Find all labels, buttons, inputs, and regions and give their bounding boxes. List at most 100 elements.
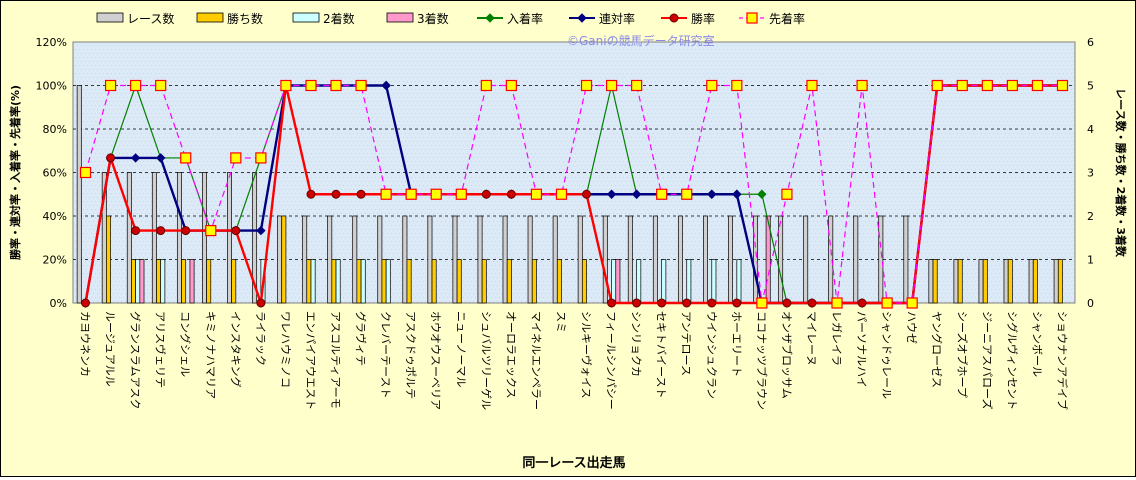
point-6-22 bbox=[632, 298, 642, 308]
bar-1-17 bbox=[506, 259, 512, 304]
point-6-17 bbox=[506, 189, 516, 199]
point-7-39 bbox=[1056, 79, 1069, 92]
legend-label-7: 先着率 bbox=[769, 11, 805, 26]
point-7-10 bbox=[330, 79, 342, 92]
x-tick-group: シャンボール bbox=[1030, 311, 1043, 377]
x-tick-label: スミ bbox=[554, 311, 567, 333]
bar-1-9 bbox=[306, 259, 312, 304]
point-5-2 bbox=[130, 153, 141, 163]
x-tick-group: グラヴィテ bbox=[354, 311, 368, 366]
line-7 bbox=[84, 84, 1063, 304]
point-6-23 bbox=[657, 298, 667, 308]
bar-0-9 bbox=[302, 215, 308, 304]
x-tick-group: シルキーヴォイス bbox=[580, 311, 594, 399]
bar-0-11 bbox=[352, 215, 358, 304]
legend-label-2: 2着数 bbox=[323, 11, 355, 26]
point-7-22 bbox=[631, 79, 643, 92]
x-tick-label: アスクドゥポルテ bbox=[404, 311, 417, 399]
x-tick-label: ウインシュクラン bbox=[705, 311, 718, 399]
legend-label-6: 勝率 bbox=[691, 11, 715, 26]
x-tick-group: シャンドゥレール bbox=[880, 311, 893, 399]
bar-0-3 bbox=[151, 172, 157, 304]
bar-1-12 bbox=[381, 259, 387, 304]
point-7-31 bbox=[856, 79, 868, 92]
bar-0-20 bbox=[577, 215, 583, 304]
y-tick-label-left: 80% bbox=[43, 123, 67, 136]
bar-0-24 bbox=[677, 215, 683, 304]
point-7-1 bbox=[104, 79, 117, 92]
x-tick-label: マイネルエンペラー bbox=[529, 311, 542, 410]
point-7-35 bbox=[956, 79, 968, 92]
point-5-26 bbox=[732, 189, 742, 199]
bar-2-2 bbox=[135, 259, 141, 304]
x-tick-group: ハウゼ bbox=[905, 311, 918, 344]
x-tick-label: コングシェル bbox=[179, 311, 193, 377]
point-7-5 bbox=[205, 224, 217, 237]
y-tick-label-right: 1 bbox=[1087, 254, 1094, 267]
bar-0-31 bbox=[853, 215, 859, 304]
legend-marker-6 bbox=[669, 13, 679, 23]
legend-marker-5 bbox=[577, 13, 587, 23]
point-7-15 bbox=[455, 188, 467, 200]
x-tick-group: キミノナハマリア bbox=[204, 311, 217, 399]
x-tick-group: コングシェル bbox=[179, 311, 193, 377]
bar-0-33 bbox=[903, 215, 909, 304]
point-7-33 bbox=[906, 297, 918, 309]
x-tick-label: フィールシンパシー bbox=[605, 311, 618, 410]
x-tick-label: ヤングローゼス bbox=[930, 311, 944, 388]
point-7-0 bbox=[79, 166, 92, 179]
x-tick-group: ショウナンアデイブ bbox=[1055, 311, 1069, 410]
bar-0-16 bbox=[477, 215, 483, 304]
x-tick-group: アスクドゥポルテ bbox=[404, 311, 417, 399]
bar-2-12 bbox=[385, 259, 391, 304]
bar-1-4 bbox=[181, 259, 187, 304]
bar-0-29 bbox=[803, 215, 809, 304]
point-7-16 bbox=[480, 79, 492, 92]
point-5-12 bbox=[381, 80, 391, 91]
x-tick-label: シャンボール bbox=[1030, 311, 1043, 377]
bar-3-2 bbox=[139, 259, 145, 304]
point-7-38 bbox=[1031, 79, 1044, 92]
point-5-3 bbox=[155, 153, 166, 163]
x-tick-group: セキトバイースト bbox=[655, 311, 668, 398]
bar-1-10 bbox=[331, 259, 337, 304]
point-5-25 bbox=[707, 189, 717, 199]
point-7-18 bbox=[530, 188, 543, 200]
x-tick-label: セキトバイースト bbox=[655, 311, 668, 398]
bar-2-23 bbox=[661, 259, 667, 304]
x-tick-label: クレバーテースト bbox=[379, 311, 392, 398]
x-tick-group: エンパイアウエスト bbox=[304, 311, 317, 410]
bar-1-13 bbox=[406, 259, 412, 304]
bar-2-3 bbox=[160, 259, 166, 304]
point-7-19 bbox=[555, 188, 568, 200]
point-6-1 bbox=[106, 153, 116, 163]
legend-swatch-2 bbox=[292, 12, 320, 23]
bar-0-14 bbox=[427, 215, 433, 304]
legend-label-1: 勝ち数 bbox=[227, 11, 263, 26]
bar-1-5 bbox=[206, 259, 212, 304]
bar-0-27 bbox=[753, 215, 759, 304]
legend-swatch-0 bbox=[96, 12, 124, 23]
point-6-26 bbox=[732, 298, 742, 308]
x-tick-group: ルージュアルル bbox=[104, 311, 117, 387]
x-tick-label: シャンドゥレール bbox=[880, 311, 893, 399]
x-tick-label: ココナッツブラウン bbox=[755, 311, 769, 410]
legend-marker-7 bbox=[746, 12, 758, 24]
legend-label-3: 3着数 bbox=[417, 11, 449, 26]
bar-0-13 bbox=[402, 215, 408, 304]
x-tick-label: レガレイラ bbox=[830, 311, 843, 366]
bar-1-2 bbox=[131, 259, 136, 304]
point-7-6 bbox=[230, 152, 242, 164]
x-tick-group: マイネルエンペラー bbox=[529, 311, 542, 410]
bar-1-3 bbox=[156, 259, 162, 304]
x-tick-group: アリスヴェリテ bbox=[154, 311, 168, 388]
bar-0-21 bbox=[602, 215, 608, 304]
x-tick-group: レガレイラ bbox=[830, 311, 843, 366]
legend-label-5: 連対率 bbox=[599, 11, 635, 26]
point-7-3 bbox=[155, 79, 167, 92]
x-tick-label: ホーエリート bbox=[730, 311, 743, 377]
point-7-32 bbox=[881, 297, 893, 309]
point-6-4 bbox=[181, 226, 191, 236]
point-6-31 bbox=[857, 298, 867, 308]
